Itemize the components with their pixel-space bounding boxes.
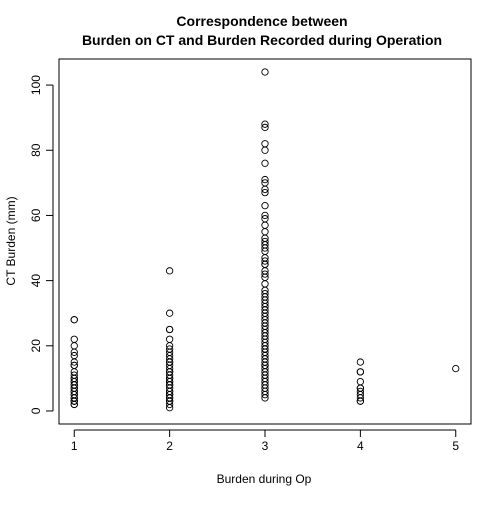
data-point xyxy=(165,267,174,275)
data-point xyxy=(261,175,269,184)
data-point xyxy=(261,185,269,194)
data-point xyxy=(261,68,269,76)
data-point xyxy=(70,358,78,366)
y-axis: 0 20 40 60 80 100 xyxy=(29,75,54,414)
data-point xyxy=(261,345,269,353)
data-point xyxy=(261,270,269,278)
data-point xyxy=(261,361,269,369)
data-point xyxy=(165,325,174,334)
y-tick-label: 20 xyxy=(29,339,43,353)
chart-subtitle: Burden on CT and Burden Recorded during … xyxy=(82,32,442,48)
data-point xyxy=(261,120,269,128)
data-points xyxy=(70,68,460,412)
data-point xyxy=(165,309,174,317)
y-tick-label: 40 xyxy=(29,274,43,288)
y-axis-label: CT Burden (mm) xyxy=(4,196,18,285)
x-tick-label: 2 xyxy=(166,439,173,453)
data-point xyxy=(356,384,365,392)
y-tick-label: 60 xyxy=(29,208,43,222)
data-point xyxy=(261,188,269,197)
chart-title: Correspondence between xyxy=(176,13,347,29)
x-tick-label: 4 xyxy=(357,439,364,453)
data-point xyxy=(70,316,78,324)
data-point xyxy=(261,391,269,399)
x-tick-label: 5 xyxy=(452,439,459,453)
x-axis-label: Burden during Op xyxy=(217,472,312,486)
data-point xyxy=(356,394,365,402)
data-point xyxy=(356,368,365,376)
data-point xyxy=(452,364,460,373)
data-point xyxy=(165,404,174,412)
data-point xyxy=(261,244,269,252)
data-point xyxy=(261,123,269,132)
data-point xyxy=(356,358,365,366)
data-point xyxy=(261,211,269,220)
data-point xyxy=(261,159,269,167)
data-point xyxy=(261,202,269,210)
y-tick-label: 80 xyxy=(29,143,43,157)
data-point xyxy=(70,397,78,405)
x-axis: 1 2 3 4 5 xyxy=(71,429,459,453)
data-point xyxy=(70,400,78,409)
plot-frame xyxy=(58,58,472,425)
y-tick-label: 100 xyxy=(29,75,43,95)
data-point xyxy=(261,257,269,265)
data-point xyxy=(261,394,269,402)
data-point xyxy=(165,400,174,409)
x-tick-label: 1 xyxy=(71,439,78,453)
data-point xyxy=(261,146,269,154)
y-tick-label: 0 xyxy=(29,407,43,414)
data-point xyxy=(70,348,78,356)
data-point xyxy=(356,397,365,405)
x-tick-label: 3 xyxy=(262,439,269,453)
